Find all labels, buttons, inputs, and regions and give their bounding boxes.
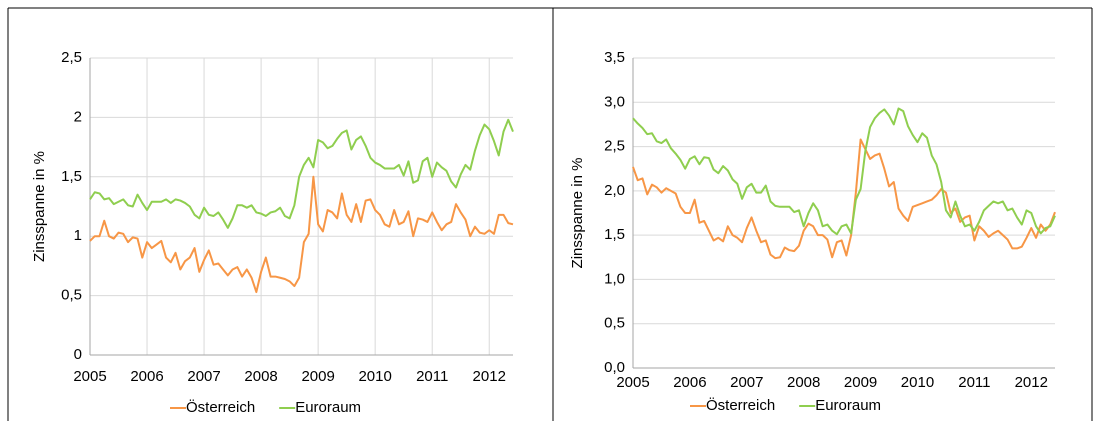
y-axis-title: Zinsspanne in % xyxy=(569,158,586,269)
x-tick-label: 2010 xyxy=(358,368,391,385)
series-line xyxy=(632,138,1056,260)
y-tick-label: 0,5 xyxy=(604,315,625,332)
x-tick-label: 2006 xyxy=(130,368,163,385)
y-tick-label: 0,0 xyxy=(604,359,625,376)
x-tick-label: 2011 xyxy=(958,374,990,391)
x-tick-label: 2008 xyxy=(787,374,820,391)
x-tick-label: 2012 xyxy=(1015,374,1048,391)
y-tick-label: 1,0 xyxy=(604,270,625,287)
y-tick-label: 0,5 xyxy=(61,287,82,304)
legend-label: Euroraum xyxy=(295,399,361,416)
series-line xyxy=(632,107,1056,236)
legend-label: Euroraum xyxy=(815,397,881,414)
y-tick-label: 2 xyxy=(74,108,82,125)
y-axis-title: Zinsspanne in % xyxy=(31,151,48,262)
x-tick-label: 2010 xyxy=(901,374,934,391)
x-tick-label: 2005 xyxy=(73,368,106,385)
x-tick-label: 2005 xyxy=(616,374,649,391)
series-line xyxy=(89,175,514,294)
x-tick-label: 2006 xyxy=(673,374,706,391)
legend-label: Österreich xyxy=(706,396,775,414)
y-tick-label: 2,5 xyxy=(604,138,625,155)
x-tick-label: 2007 xyxy=(187,368,220,385)
legend-label: Österreich xyxy=(186,398,255,416)
y-tick-label: 1,5 xyxy=(604,226,625,243)
y-tick-label: 1 xyxy=(74,227,82,244)
series-line xyxy=(89,118,514,229)
x-tick-label: 2009 xyxy=(301,368,334,385)
y-tick-label: 2,5 xyxy=(61,49,82,66)
x-tick-label: 2012 xyxy=(473,368,506,385)
y-tick-label: 0 xyxy=(74,346,82,363)
y-tick-label: 3,0 xyxy=(604,93,625,110)
y-tick-label: 2,0 xyxy=(604,182,625,199)
x-tick-label: 2011 xyxy=(416,368,448,385)
x-tick-label: 2009 xyxy=(844,374,877,391)
y-tick-label: 1,5 xyxy=(61,168,82,185)
y-tick-label: 3,5 xyxy=(604,49,625,66)
x-tick-label: 2008 xyxy=(244,368,277,385)
x-tick-label: 2007 xyxy=(730,374,763,391)
